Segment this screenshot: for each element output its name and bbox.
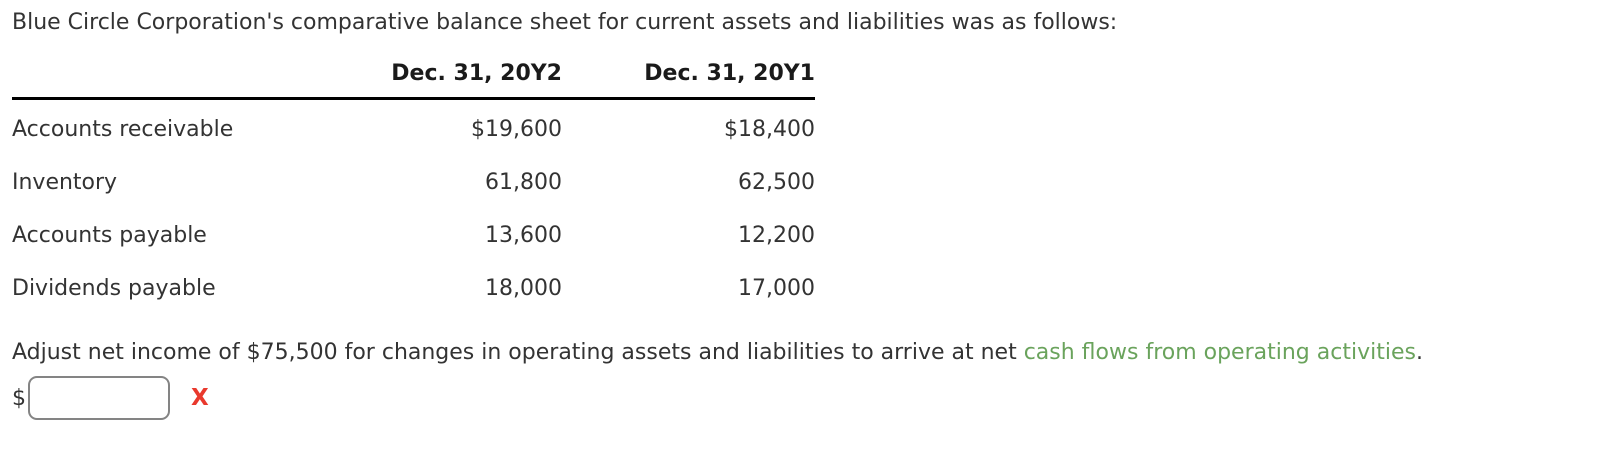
row-label: Accounts receivable (12, 116, 234, 142)
problem-intro: Blue Circle Corporation's comparative ba… (12, 10, 1118, 35)
value-20y1: 62,500 (738, 169, 815, 195)
value-20y2: 61,800 (485, 169, 562, 195)
table-row-accounts-receivable: Accounts receivable $19,600 $18,400 (12, 98, 815, 156)
instruction-text: Adjust net income of $75,500 for changes… (12, 339, 1598, 368)
incorrect-x-icon: X (191, 384, 209, 411)
instruction-suffix: . (1415, 339, 1423, 365)
value-20y1: 12,200 (738, 222, 815, 248)
row-label: Inventory (12, 169, 118, 195)
empty-corner-header (12, 60, 362, 100)
value-20y1: $18,400 (724, 116, 815, 142)
column-header-20y2: Dec. 31, 20Y2 (362, 60, 562, 100)
currency-symbol: $ (12, 385, 26, 411)
table-row-dividends-payable: Dividends payable 18,000 17,000 (12, 262, 815, 315)
cash-flows-from-operating-activities-link[interactable]: cash flows from operating activities (1023, 339, 1416, 365)
table-header-row: Dec. 31, 20Y2 Dec. 31, 20Y1 (12, 60, 815, 100)
homework-problem: Blue Circle Corporation's comparative ba… (12, 10, 1598, 421)
column-header-20y1: Dec. 31, 20Y1 (562, 60, 815, 100)
value-20y1: 17,000 (738, 275, 815, 301)
value-20y2: $19,600 (471, 116, 562, 142)
table-row-accounts-payable: Accounts payable 13,600 12,200 (12, 209, 815, 262)
answer-input[interactable] (28, 376, 170, 421)
value-20y2: 13,600 (485, 222, 562, 248)
value-20y2: 18,000 (485, 275, 562, 301)
comparative-balance-sheet-table: Dec. 31, 20Y2 Dec. 31, 20Y1 Accounts rec… (12, 60, 815, 315)
table-row-inventory: Inventory 61,800 62,500 (12, 156, 815, 209)
row-label: Dividends payable (12, 275, 216, 301)
instruction-prefix: Adjust net income of $75,500 for changes… (12, 339, 1024, 365)
row-label: Accounts payable (12, 222, 207, 248)
answer-row: $ X (12, 376, 1598, 421)
